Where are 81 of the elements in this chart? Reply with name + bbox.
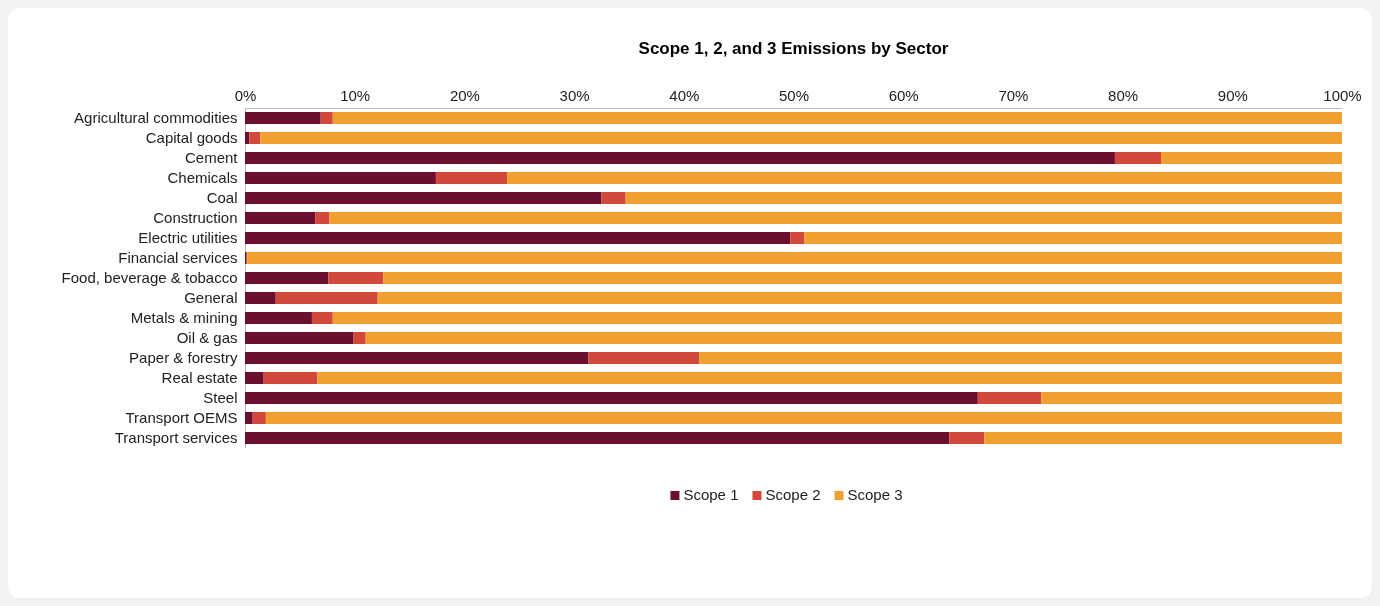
y-tick-label: Oil & gas — [176, 328, 238, 346]
x-tick-label: 50% — [778, 86, 810, 104]
y-tick-label: Cement — [184, 148, 239, 166]
bar — [804, 232, 1342, 244]
bar — [625, 192, 1342, 204]
x-tick-label: 100% — [1323, 86, 1362, 104]
bar — [332, 112, 1342, 124]
bar — [245, 292, 276, 304]
bar — [1114, 152, 1161, 164]
bar — [252, 412, 266, 424]
x-tick-label: 30% — [559, 86, 590, 104]
y-tick-label: Transport OEMS — [125, 408, 238, 426]
y-tick-label: Financial services — [118, 248, 238, 266]
bar — [317, 372, 1342, 384]
x-tick-label: 10% — [340, 86, 371, 104]
x-tick-label: 20% — [449, 86, 480, 104]
bar — [260, 132, 1342, 144]
bar — [245, 312, 312, 324]
bar — [245, 132, 250, 144]
y-tick-label: Transport services — [114, 428, 238, 446]
y-tick-label: Coal — [206, 188, 238, 206]
bar — [245, 432, 950, 444]
bar — [332, 312, 1342, 324]
bar — [245, 152, 1115, 164]
bar — [245, 372, 264, 384]
legend-label: Scope 1 — [683, 486, 739, 503]
bar — [265, 412, 1342, 424]
bar — [601, 192, 626, 204]
x-tick-label: 80% — [1108, 86, 1139, 104]
legend-label: Scope 3 — [847, 486, 903, 503]
x-tick-label: 70% — [998, 86, 1029, 104]
x-tick-label: 40% — [669, 86, 700, 104]
bar — [245, 272, 329, 284]
bar — [435, 172, 508, 184]
bar — [249, 132, 261, 144]
bar — [353, 332, 366, 344]
bar — [245, 232, 791, 244]
bar — [588, 352, 700, 364]
legend-label: Scope 2 — [765, 486, 821, 503]
bar — [790, 232, 805, 244]
bar — [507, 172, 1342, 184]
bar — [245, 352, 589, 364]
y-tick-label: Construction — [153, 208, 238, 226]
bar — [1041, 392, 1342, 404]
bar — [245, 172, 436, 184]
bar — [245, 332, 354, 344]
bar — [315, 212, 330, 224]
bar — [949, 432, 985, 444]
y-tick-label: General — [184, 288, 238, 306]
bar — [383, 272, 1342, 284]
y-tick-label: Metals & mining — [130, 308, 238, 326]
bar — [984, 432, 1342, 444]
y-tick-label: Chemicals — [167, 168, 238, 186]
chart-title: Scope 1, 2, and 3 Emissions by Sector — [638, 39, 949, 58]
x-tick-label: 60% — [888, 86, 919, 104]
bar — [245, 392, 978, 404]
x-tick-label: 90% — [1217, 86, 1248, 104]
y-tick-label: Capital goods — [145, 128, 238, 146]
bar — [365, 332, 1342, 344]
bar — [328, 272, 384, 284]
bar — [320, 112, 333, 124]
bar — [311, 312, 333, 324]
y-tick-label: Real estate — [161, 368, 238, 386]
bar — [245, 212, 316, 224]
y-tick-label: Steel — [203, 388, 238, 406]
x-tick-label: 0% — [234, 86, 257, 104]
y-tick-label: Food, beverage & tobacco — [61, 268, 238, 286]
bar — [245, 192, 602, 204]
y-tick-label: Paper & forestry — [129, 348, 238, 366]
bar — [275, 292, 378, 304]
bar — [263, 372, 318, 384]
bar — [1160, 152, 1342, 164]
bar — [245, 112, 321, 124]
bar — [247, 252, 1342, 264]
bar — [245, 412, 253, 424]
bar — [329, 212, 1342, 224]
bar — [699, 352, 1342, 364]
y-tick-label: Agricultural commodities — [74, 108, 238, 126]
bar — [377, 292, 1342, 304]
bar — [977, 392, 1042, 404]
y-tick-label: Electric utilities — [138, 228, 238, 246]
